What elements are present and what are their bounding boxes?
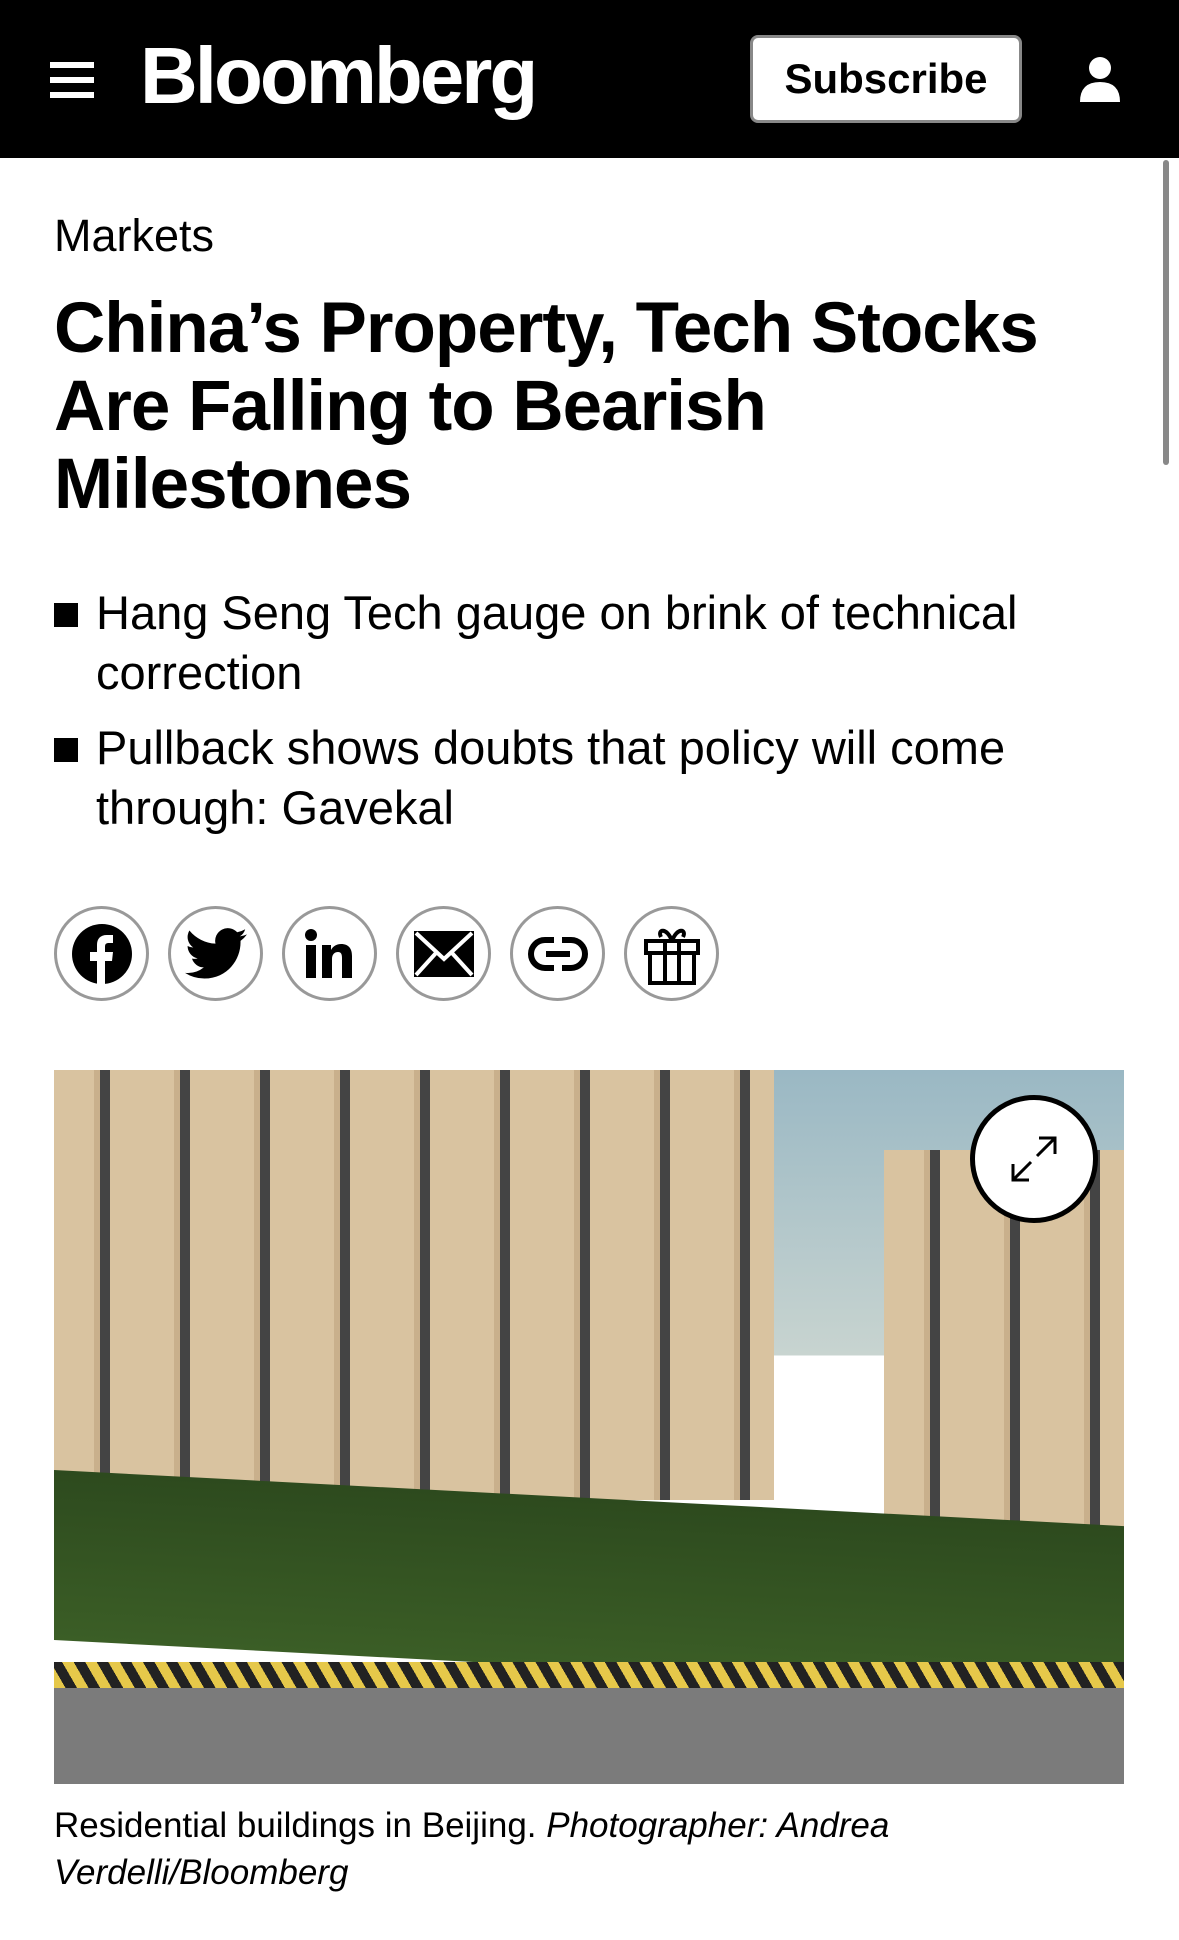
share-twitter-button[interactable] [168, 906, 263, 1001]
summary-bullets: Hang Seng Tech gauge on brink of technic… [54, 583, 1124, 853]
facebook-icon [71, 923, 132, 985]
bloomberg-logo[interactable]: Bloomberg [140, 31, 538, 120]
twitter-icon [184, 927, 247, 979]
link-icon [527, 936, 588, 971]
share-facebook-button[interactable] [54, 906, 149, 1001]
subscribe-button[interactable]: Subscribe [750, 35, 1022, 123]
road [54, 1688, 1124, 1784]
menu-icon[interactable] [50, 62, 94, 98]
section-label[interactable]: Markets [54, 210, 215, 261]
headline: China’s Property, Tech Stocks Are Fallin… [54, 289, 1039, 524]
photo-credit: Photographer: Andrea Verdelli/Bloomberg [54, 1806, 890, 1892]
copy-link-button[interactable] [510, 906, 605, 1001]
expand-icon [1011, 1136, 1057, 1182]
summary-bullet: Hang Seng Tech gauge on brink of technic… [54, 583, 1124, 703]
user-icon[interactable] [1078, 56, 1122, 102]
building [54, 1070, 774, 1500]
summary-bullet: Pullback shows doubts that policy will c… [54, 718, 1124, 838]
share-linkedin-button[interactable] [282, 906, 377, 1001]
expand-image-button[interactable] [970, 1095, 1098, 1223]
gift-icon [643, 928, 700, 985]
gift-article-button[interactable] [624, 906, 719, 1001]
caption-text: Residential buildings in Beijing. [54, 1806, 537, 1845]
top-nav-bar: Bloomberg Subscribe [0, 0, 1179, 158]
photo-caption: Residential buildings in Beijing. Photog… [54, 1802, 1124, 1896]
email-icon [413, 930, 474, 977]
share-bar [54, 906, 719, 1001]
scrollbar[interactable] [1163, 160, 1169, 465]
article-photo[interactable] [54, 1070, 1124, 1784]
curb-stripe [54, 1662, 1124, 1688]
share-email-button[interactable] [396, 906, 491, 1001]
linkedin-icon [304, 928, 352, 978]
